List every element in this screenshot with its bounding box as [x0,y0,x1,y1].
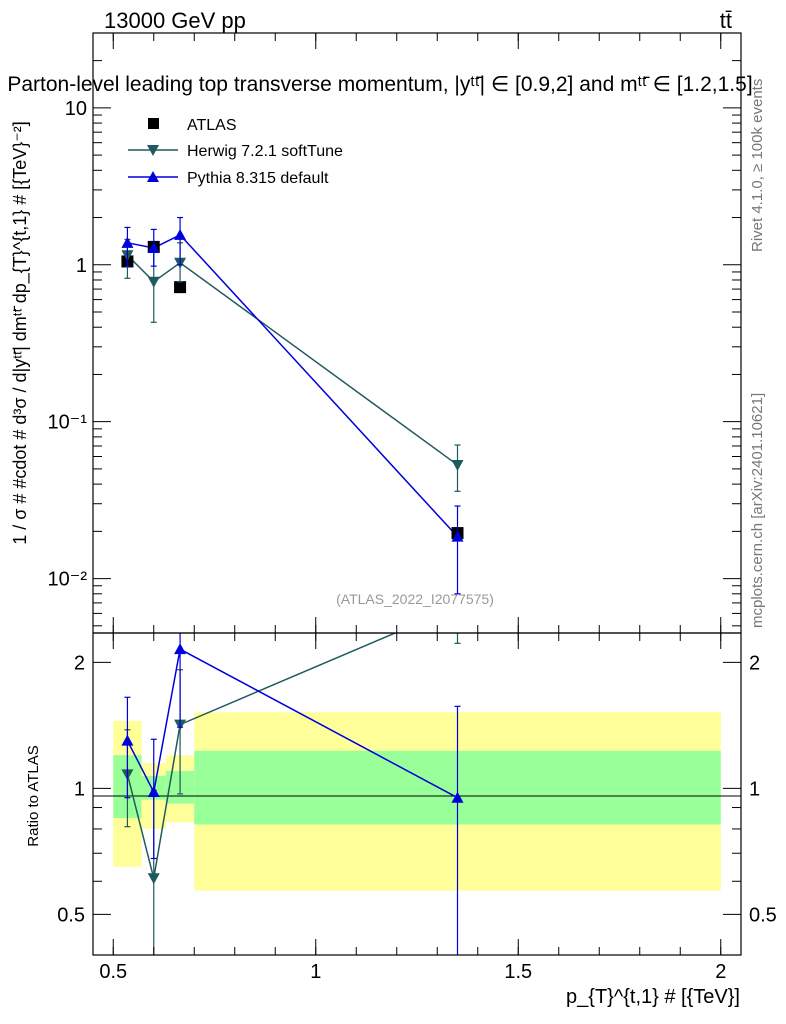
ratio-pythia-point [174,643,187,655]
ratio-y-tick-label-right: 2 [749,652,760,674]
pythia-point [147,241,160,253]
ratio-uncertainty-bands [113,712,721,891]
ratio-pythia-line [126,648,458,799]
legend-herwig-marker [147,145,159,156]
ratio-axis-ticks: 0.5 0.5 1 1 2 2 0.5 1 1.5 2 [57,633,777,983]
main-y-tick-label: 1 [76,255,87,277]
energy-label: 13000 GeV pp [104,8,246,33]
ratio-panel-frame [92,632,742,956]
main-y-tick-label: 10⁻¹ [48,412,88,434]
ratio-y-axis-label: Ratio to ATLAS [25,745,42,846]
process-label: tt̄ [720,8,732,33]
pythia-point [121,236,134,248]
main-y-axis-label: 1 / σ # #cdot # d³σ / d|yᵗᵗ̄| dmᵗᵗ̄ dp_{… [10,121,31,545]
x-tick-label: 1 [310,961,321,983]
analysis-watermark: (ATLAS_2022_I2077575) [336,591,494,607]
ratio-herwig-line [126,633,398,879]
mcplots-source-label: mcplots.cern.ch [arXiv:2401.10621] [749,393,766,628]
ratio-y-tick-label: 2 [74,652,85,674]
main-y-tick-label: 10⁻² [48,569,88,591]
legend-atlas-label: ATLAS [187,117,237,134]
x-axis-label: p_{T}^{t,1} # [{TeV}] [566,986,740,1008]
herwig-point [147,276,160,288]
x-tick-label: 1.5 [504,961,532,983]
legend-herwig-label: Herwig 7.2.1 softTune [187,143,343,160]
ratio-pythia-point [147,786,160,798]
ratio-y-tick-label: 0.5 [57,904,85,926]
main-y-tick-label: 10 [65,98,87,120]
rivet-version-label: Rivet 4.1.0, ≥ 100k events [749,79,766,252]
x-tick-label: 0.5 [99,961,127,983]
ratio-y-tick-label-right: 1 [749,778,760,800]
plot-title: Parton-level leading top transverse mome… [7,73,752,96]
herwig-point [451,459,464,471]
herwig-line [126,254,458,466]
x-tick-label: 2 [715,961,726,983]
main-axis-ticks: 10⁻² 10⁻¹ 1 10 [48,32,741,633]
legend-pythia-marker [147,171,159,182]
legend: ATLAS Herwig 7.2.1 softTune Pythia 8.315… [128,117,343,187]
pythia-line [127,233,459,538]
legend-pythia-label: Pythia 8.315 default [187,170,329,187]
atlas-point [174,281,187,294]
pythia-point [451,530,464,542]
ratio-plot-marks [121,633,464,955]
ratio-y-tick-label-right: 0.5 [749,904,777,926]
main-plot-marks [121,216,464,595]
ratio-pythia-point [121,734,134,746]
ratio-pythia-point [451,791,464,803]
pythia-point [174,228,187,240]
ratio-y-tick-label: 1 [74,778,85,800]
ratio-herwig-point [147,873,160,885]
legend-atlas-marker [148,118,159,129]
